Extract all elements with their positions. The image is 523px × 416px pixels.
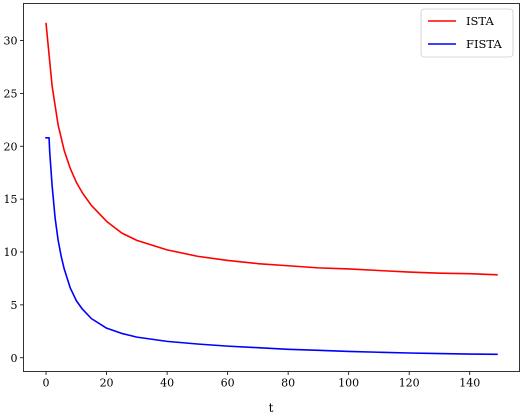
y-tick-label: 15 [4,193,18,206]
x-tick-label: 40 [160,377,174,390]
y-tick-label: 20 [4,140,18,153]
series-line-ista [45,22,498,276]
y-tick-label: 30 [4,35,18,48]
plot-area [45,22,498,356]
x-axis-ticks: 0 20 40 60 80 100 120 140 [43,371,480,390]
y-axis-ticks: 0 5 10 15 20 25 30 [4,35,24,365]
x-tick-label: 100 [338,377,359,390]
legend-label-fista: FISTA [466,37,502,51]
x-tick-label: 20 [100,377,114,390]
x-tick-label: 0 [43,377,50,390]
x-tick-label: 80 [281,377,295,390]
x-axis-label: t [269,401,274,415]
y-tick-label: 25 [4,87,18,100]
legend-label-ista: ISTA [466,14,494,28]
y-tick-label: 5 [11,299,18,312]
series-line-fista [45,137,498,356]
y-tick-label: 10 [4,246,18,259]
legend: ISTA FISTA [420,8,514,58]
x-tick-label: 140 [459,377,480,390]
axes-frame [23,3,520,372]
x-tick-label: 60 [221,377,235,390]
y-tick-label: 0 [11,352,18,365]
x-tick-label: 120 [399,377,420,390]
